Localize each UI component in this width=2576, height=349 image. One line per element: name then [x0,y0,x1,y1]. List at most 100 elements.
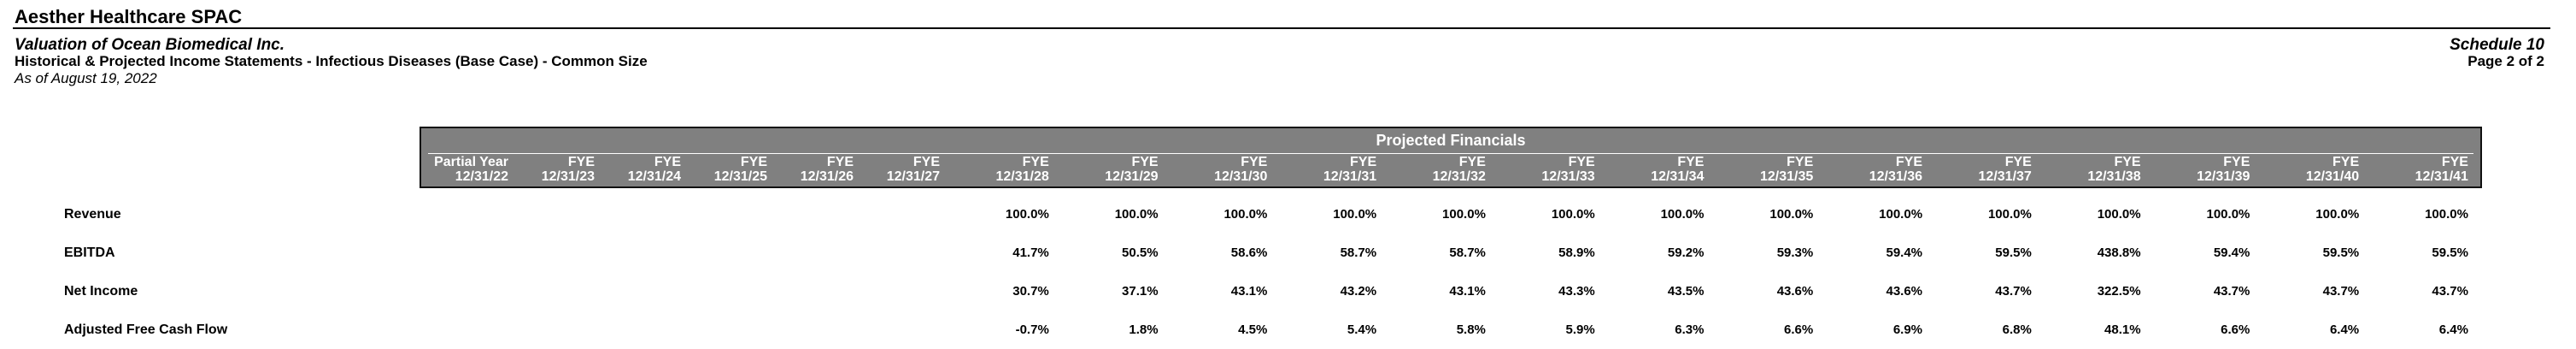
column-period-label: FYE [826,155,854,169]
column-header-12-31-39: FYE 12/31/39 [2153,155,2262,184]
value-cell: 4.5% [1238,322,1268,337]
row-label: Revenue [64,206,121,222]
column-header-12-31-40: FYE 12/31/40 [2262,155,2371,184]
value-cell: 41.7% [1012,245,1049,260]
column-date-label: 12/31/31 [1323,169,1377,184]
value-cell [607,245,693,260]
value-cell [421,284,520,299]
value-cell: 59.5% [2322,245,2360,260]
row-values: 100.0% 100.0% 100.0% 100.0% 100.0% 100.0% 100.… [421,207,2480,222]
value-cell: 43.6% [1776,284,1814,299]
company-title: Aesther Healthcare SPAC [15,6,243,27]
column-header-12-31-35: FYE 12/31/35 [1716,155,1825,184]
column-header-12-31-29: FYE 12/31/29 [1061,155,1171,184]
column-date-label: 12/31/28 [995,169,1049,184]
value-cell [779,284,866,299]
table-body: Revenue 100.0% 100.0% 100.0% 100.0% 100.0% 100… [0,195,2482,349]
as-of-date: As of August 19, 2022 [15,70,157,86]
column-period-label: FYE [1895,155,1923,169]
column-date-label: 12/31/29 [1105,169,1159,184]
column-date-label: 12/31/41 [2415,169,2468,184]
column-header-12-31-36: FYE 12/31/36 [1825,155,1934,184]
value-cell: 59.5% [2432,245,2468,260]
value-cell: 58.7% [1449,245,1486,260]
value-cell [866,322,952,337]
column-period-label: FYE [2223,155,2250,169]
value-cell: 59.2% [1667,245,1705,260]
value-cell: 6.4% [2438,322,2468,337]
value-cell: 43.6% [1886,284,1923,299]
column-header-12-31-23: FYE 12/31/23 [520,155,607,184]
column-period-label: FYE [1677,155,1705,169]
row-label: EBITDA [64,245,115,260]
column-date-label: 12/31/40 [2305,169,2360,184]
column-header-12-31-38: FYE 12/31/38 [2044,155,2153,184]
projected-financials-title: Projected Financials [1376,132,1526,149]
value-cell: 100.0% [1114,207,1159,222]
value-cell: 43.7% [2213,284,2250,299]
column-date-label: 12/31/34 [1651,169,1705,184]
value-cell: 322.5% [2097,284,2141,299]
valuation-title: Valuation of Ocean Biomedical Inc. [15,36,285,54]
column-period-label: FYE [740,155,767,169]
value-cell: 6.4% [2329,322,2360,337]
value-cell [607,207,693,222]
value-cell [693,207,779,222]
value-cell: 43.7% [2432,284,2468,299]
value-cell: 6.3% [1675,322,1705,337]
column-header-12-31-22: Partial Year 12/31/22 [421,155,520,184]
row-label: Adjusted Free Cash Flow [64,322,228,337]
value-cell: 43.7% [2322,284,2360,299]
value-cell [520,207,607,222]
table-row: Net Income 30.7% 37.1% 43.1% 43.2% 43.1% 43.3%… [0,272,2482,311]
value-cell: 100.0% [1005,207,1049,222]
column-date-label: 12/31/39 [2197,169,2250,184]
page-number: Page 2 of 2 [2467,53,2544,69]
row-values: 30.7% 37.1% 43.1% 43.2% 43.1% 43.3% 43.5% 43.6%… [421,284,2480,299]
schedule-number: Schedule 10 [2450,36,2544,54]
value-cell: 100.0% [1987,207,2032,222]
column-header-12-31-28: FYE 12/31/28 [952,155,1061,184]
value-cell: 100.0% [2097,207,2141,222]
value-cell [779,322,866,337]
column-header-12-31-34: FYE 12/31/34 [1607,155,1716,184]
value-cell: 59.3% [1776,245,1814,260]
value-cell: 100.0% [2315,207,2360,222]
value-cell [520,322,607,337]
column-header-12-31-32: FYE 12/31/32 [1388,155,1498,184]
header-rule [13,27,2550,29]
column-period-label: FYE [2004,155,2032,169]
value-cell: 30.7% [1012,284,1049,299]
projected-financials-header: Projected Financials Partial Year 12/31/2… [420,127,2482,188]
value-cell: 50.5% [1122,245,1159,260]
value-cell: 100.0% [1442,207,1486,222]
value-cell [693,322,779,337]
column-period-label: FYE [1131,155,1159,169]
value-cell [421,322,520,337]
row-values: -0.7% 1.8% 4.5% 5.4% 5.8% 5.9% 6.3% 6.6% 6.9% 6.8… [421,322,2480,337]
column-date-label: 12/31/24 [627,169,681,184]
column-date-label: 12/31/35 [1759,169,1814,184]
value-cell: 59.4% [2213,245,2250,260]
value-cell: 6.8% [2002,322,2032,337]
column-date-label: 12/31/22 [455,169,508,184]
value-cell: 1.8% [1129,322,1159,337]
value-cell: 5.4% [1347,322,1377,337]
value-cell [520,245,607,260]
band-underline [428,153,2473,154]
value-cell: 58.9% [1558,245,1595,260]
value-cell [779,245,866,260]
column-header-12-31-25: FYE 12/31/25 [693,155,779,184]
column-header-12-31-26: FYE 12/31/26 [779,155,866,184]
column-period-label: FYE [2441,155,2468,169]
value-cell: 100.0% [1223,207,1268,222]
column-header-12-31-24: FYE 12/31/24 [607,155,693,184]
value-cell: 6.6% [2221,322,2250,337]
table-row: EBITDA 41.7% 50.5% 58.6% 58.7% 58.7% 58.9% 59.2… [0,234,2482,272]
value-cell: 43.1% [1230,284,1268,299]
column-date-label: 12/31/25 [713,169,767,184]
column-period-label: FYE [1458,155,1486,169]
column-date-label: 12/31/38 [2087,169,2141,184]
row-values: 41.7% 50.5% 58.6% 58.7% 58.7% 58.9% 59.2% 59.3%… [421,245,2480,260]
